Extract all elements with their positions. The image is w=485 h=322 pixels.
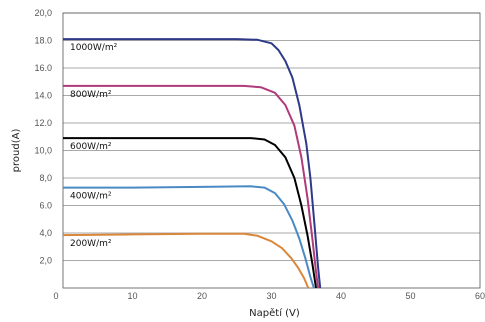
series-line-4 [62, 232, 310, 289]
y-tick-label: 12.0 [34, 118, 52, 128]
x-tick-label: 0 [53, 291, 58, 301]
x-tick-label: 20 [197, 291, 207, 301]
series-line-0 [63, 38, 322, 289]
y-tick-label: 8,0 [39, 173, 52, 183]
y-axis-ticks: 2,0 4,0 6.0 8,0 10,0 12.0 14.0 16.0 18.0 20,0 [34, 8, 52, 266]
series-label-2: 600W/m² [70, 142, 112, 152]
y-axis-label: proud(A) [11, 129, 22, 173]
series-lines [62, 38, 322, 289]
x-tick-label: 50 [405, 291, 415, 301]
series-labels: 1000W/m² 800W/m² 600W/m² 400W/m² 200W/m² [70, 43, 118, 249]
x-tick-label: 10 [127, 291, 137, 301]
y-tick-label: 16.0 [34, 63, 52, 73]
series-label-0: 1000W/m² [70, 43, 118, 53]
y-tick-label: 6.0 [39, 201, 52, 211]
y-tick-label: 4,0 [39, 228, 52, 238]
series-label-4: 200W/m² [70, 239, 112, 249]
x-axis-ticks: 0 10 20 30 40 50 60 [53, 291, 485, 301]
x-axis-label: Napětí (V) [249, 307, 300, 319]
plot-frame [62, 12, 481, 289]
series-line-2 [63, 137, 317, 289]
y-tick-label: 18.0 [34, 36, 52, 46]
x-tick-label: 30 [266, 291, 276, 301]
y-tick-label: 2,0 [39, 256, 52, 266]
x-tick-label: 40 [336, 291, 346, 301]
grid-lines [63, 12, 480, 261]
x-tick-label: 60 [475, 291, 485, 301]
series-line-3 [63, 185, 315, 289]
y-tick-label: 20,0 [34, 8, 52, 18]
series-line-1 [63, 84, 320, 289]
y-tick-label: 10,0 [34, 146, 52, 156]
series-label-3: 400W/m² [70, 192, 112, 202]
y-tick-label: 14.0 [34, 91, 52, 101]
series-label-1: 800W/m² [70, 90, 112, 100]
